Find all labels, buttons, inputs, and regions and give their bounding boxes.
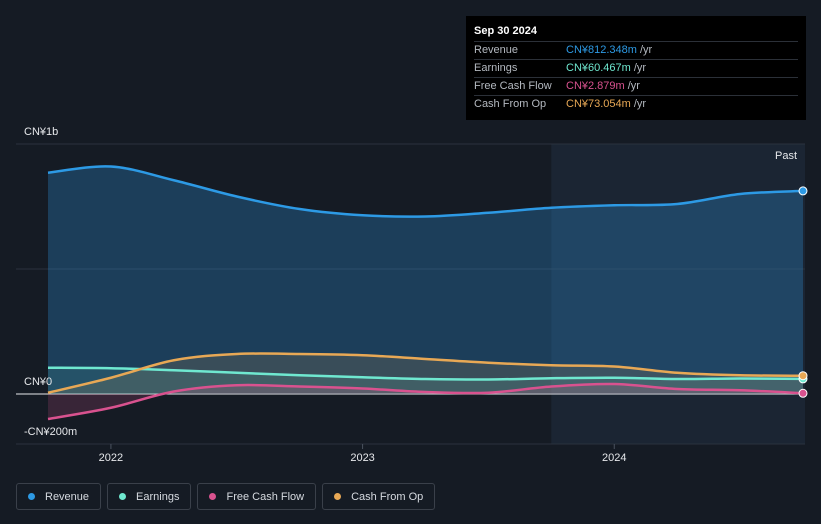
tooltip-value: CN¥73.054m <box>566 98 631 110</box>
tooltip-row-earnings: Earnings CN¥60.467m /yr <box>474 59 798 77</box>
x-tick-label: 2024 <box>602 452 626 464</box>
line-free-cash-flow <box>47 382 804 421</box>
legend-dot-icon <box>209 493 217 500</box>
tooltip-value: CN¥60.467m <box>566 62 631 74</box>
legend-label: Free Cash Flow <box>226 490 305 503</box>
y-axis-bottom-label: -CN¥200m <box>24 426 78 438</box>
tooltip-label: Earnings <box>474 62 518 74</box>
area-earnings <box>48 367 803 394</box>
tooltip-date: Sep 30 2024 <box>474 25 537 37</box>
x-axis-ticks: 2022 2023 2024 <box>99 444 626 464</box>
legend-dot-icon <box>119 493 127 500</box>
line-revenue <box>47 165 804 218</box>
tooltip-label: Free Cash Flow <box>474 80 552 92</box>
line-earnings <box>47 366 804 381</box>
tooltip-value: CN¥2.879m <box>566 80 625 92</box>
gridlines <box>16 143 805 445</box>
area-free-cash-flow <box>48 383 803 419</box>
tooltip-row-revenue: Revenue CN¥812.348m /yr <box>474 41 798 59</box>
series-areas <box>48 166 803 419</box>
legend-label: Earnings <box>136 490 180 503</box>
tooltip-row-cash-from-op: Cash From Op CN¥73.054m /yr <box>474 95 798 113</box>
legend-dot-icon <box>28 493 35 500</box>
legend-item-cash-from-op[interactable]: Cash From Op <box>322 483 436 510</box>
legend-item-earnings[interactable]: Earnings <box>107 483 192 510</box>
line-cash-from-op <box>47 352 804 394</box>
tooltip-unit: /yr <box>639 44 653 56</box>
past-label: Past <box>774 150 797 162</box>
tooltip-label: Cash From Op <box>474 98 547 110</box>
tooltip-row-free-cash-flow: Free Cash Flow CN¥2.879m /yr <box>474 77 798 95</box>
legend-dot-icon <box>334 493 342 500</box>
legend-label: Cash From Op <box>351 490 424 503</box>
tooltip-value: CN¥812.348m <box>566 44 637 56</box>
legend-item-revenue[interactable]: Revenue <box>16 483 102 510</box>
point-cash-from-op <box>798 371 808 381</box>
tooltip-unit: /yr <box>633 62 647 74</box>
legend: Revenue Earnings Free Cash Flow Cash Fro… <box>16 483 436 510</box>
hover-tooltip: Sep 30 2024 Revenue CN¥812.348m /yr Earn… <box>466 16 806 120</box>
series-end-markers <box>798 186 808 398</box>
series-lines <box>47 165 804 421</box>
legend-label: Revenue <box>45 490 90 503</box>
point-revenue <box>798 186 808 196</box>
tooltip-label: Revenue <box>474 44 519 56</box>
y-axis-top-label: CN¥1b <box>24 126 59 138</box>
point-free-cash-flow <box>798 388 808 398</box>
tooltip-unit: /yr <box>633 98 647 110</box>
y-axis-zero-label: CN¥0 <box>24 376 53 388</box>
x-tick-label: 2023 <box>350 452 374 464</box>
x-tick-label: 2022 <box>99 452 123 464</box>
legend-item-free-cash-flow[interactable]: Free Cash Flow <box>197 483 317 510</box>
tooltip-unit: /yr <box>627 80 640 92</box>
area-revenue <box>48 166 803 394</box>
